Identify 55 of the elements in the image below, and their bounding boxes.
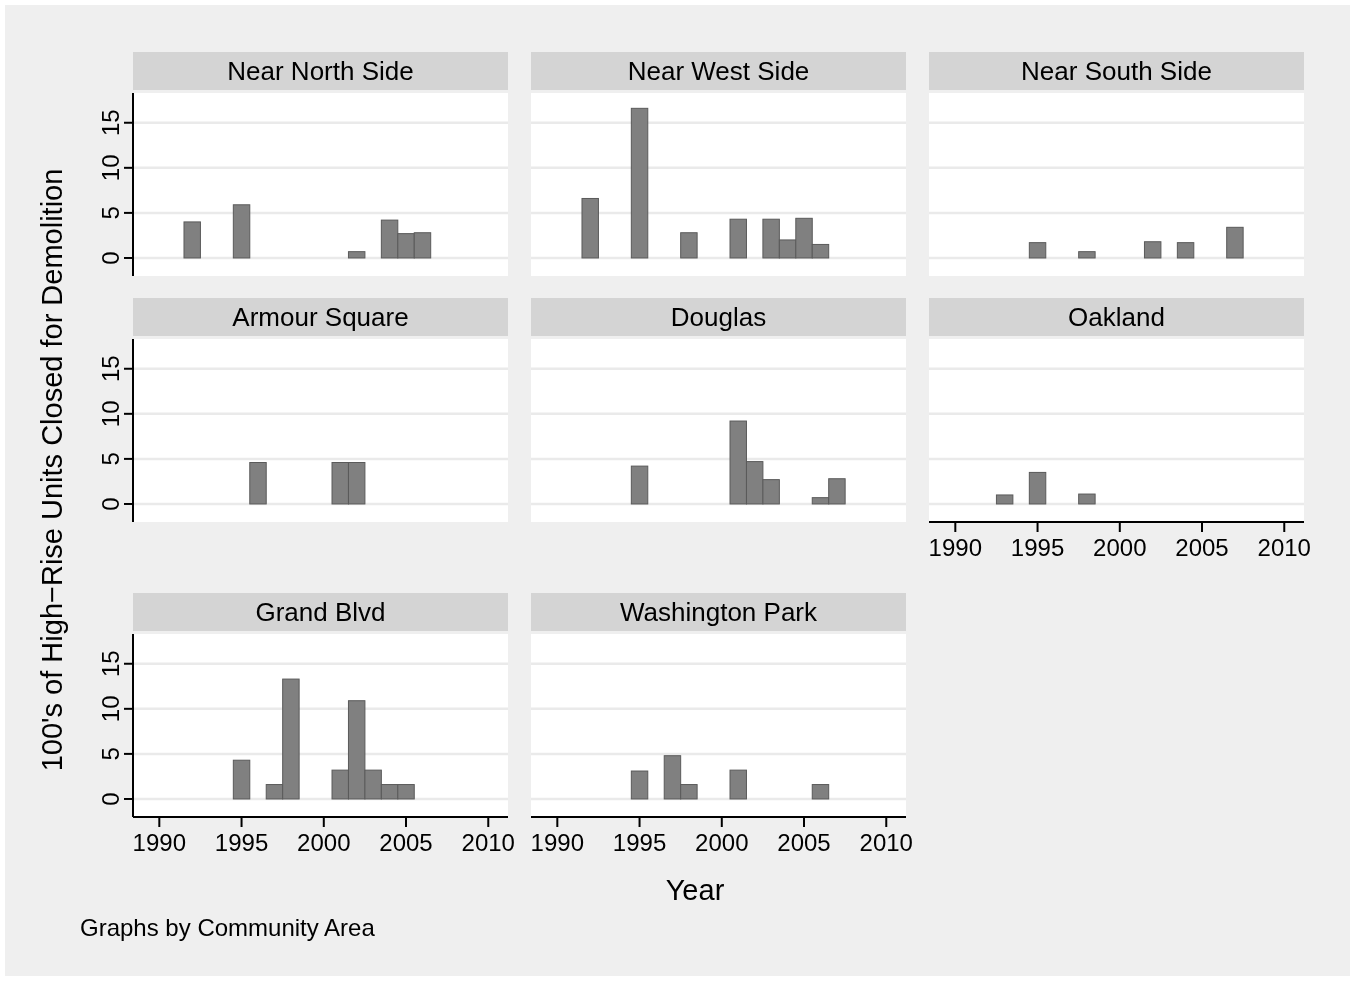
x-tick-label: 1995 [214, 829, 269, 856]
bar [1028, 242, 1047, 259]
chart-title: Armour Square [232, 302, 409, 332]
chart-title: Near South Side [1021, 56, 1212, 86]
chart-title: Oakland [1068, 302, 1165, 332]
x-tick-label: 2000 [1093, 534, 1147, 561]
chart-title: Washington Park [619, 597, 818, 627]
bar [729, 769, 747, 800]
bar [347, 251, 366, 259]
y-tick-label: 15 [97, 650, 124, 678]
y-tick-label: 10 [97, 154, 124, 182]
y-axis-title: 100's of High−Rise Units Closed for Demolition [36, 168, 68, 772]
x-tick-label: 1990 [132, 829, 187, 856]
x-tick-label: 1990 [530, 829, 585, 856]
bar [581, 197, 599, 259]
bar [630, 107, 649, 259]
chart-title: Near North Side [227, 56, 414, 86]
x-tick-label: 2005 [379, 829, 433, 856]
y-tick-label: 15 [97, 109, 124, 137]
y-tick-label: 5 [97, 452, 124, 466]
y-tick-label: 10 [97, 400, 124, 428]
x-tick-label: 2010 [461, 829, 515, 856]
x-tick-label: 2010 [859, 829, 913, 856]
x-tick-label: 2010 [1257, 534, 1311, 561]
bar [680, 232, 698, 259]
bar [630, 770, 649, 800]
x-tick-label: 1995 [1010, 534, 1065, 561]
x-axis-title: Year [665, 874, 725, 906]
y-tick-label: 5 [97, 747, 124, 761]
y-tick-label: 5 [97, 206, 124, 220]
bar [729, 218, 747, 259]
y-tick-label: 15 [97, 355, 124, 383]
bar [1226, 226, 1244, 259]
bar [1143, 241, 1162, 259]
y-tick-label: 0 [97, 792, 124, 806]
y-tick-label: 10 [97, 695, 124, 723]
chart-title: Grand Blvd [255, 597, 386, 627]
bar [811, 784, 830, 800]
bar [232, 759, 251, 800]
bar [183, 221, 201, 259]
x-tick-label: 2005 [777, 829, 831, 856]
bar [232, 204, 251, 259]
bar [1078, 251, 1096, 259]
chart-title: Near West Side [627, 56, 810, 86]
x-tick-label: 2000 [297, 829, 351, 856]
text: Graphs by Community Area [80, 914, 376, 941]
y-tick-label: 0 [97, 251, 124, 265]
chart-title: Douglas [670, 302, 767, 332]
y-tick-label: 0 [97, 497, 124, 511]
x-tick-label: 1995 [612, 829, 667, 856]
bar [630, 465, 649, 505]
x-tick-label: 1990 [928, 534, 983, 561]
x-tick-label: 2000 [695, 829, 749, 856]
bar [1176, 242, 1195, 259]
x-tick-label: 2005 [1175, 534, 1229, 561]
